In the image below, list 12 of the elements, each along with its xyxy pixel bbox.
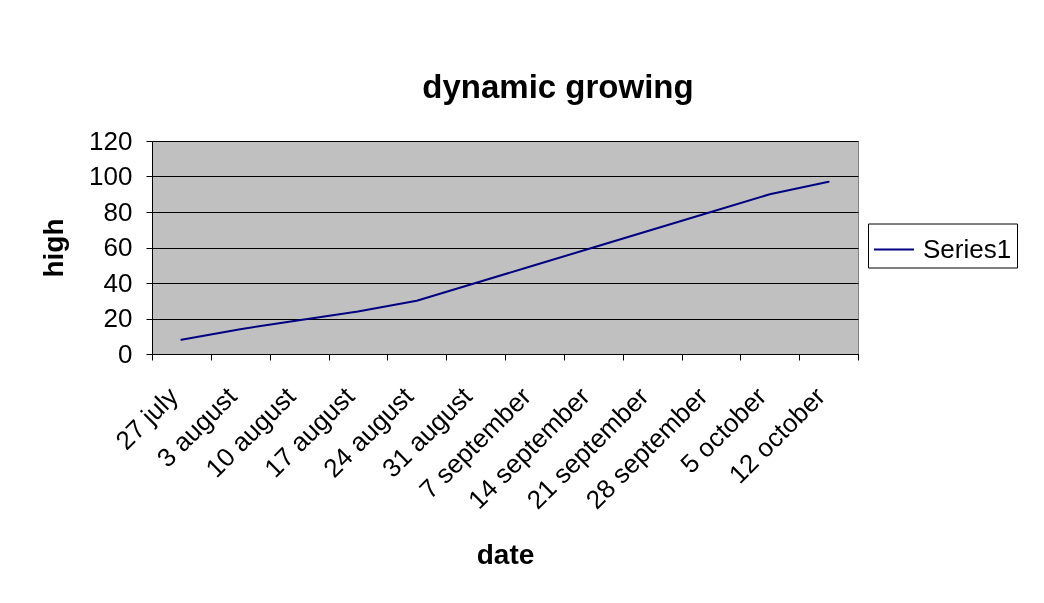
line-series	[180, 180, 830, 341]
y-tick-label: 120	[89, 125, 133, 156]
legend-label: Series1	[923, 233, 1012, 264]
y-tick-label: 0	[118, 338, 133, 369]
y-tick-label: 100	[89, 161, 133, 191]
y-axis-title: high	[38, 218, 70, 278]
y-tick-label: 80	[103, 196, 133, 227]
x-axis-title: date	[476, 539, 535, 571]
y-tick-label: 60	[103, 232, 133, 262]
y-tick-label: 20	[103, 303, 133, 333]
chart-title: dynamic growing	[422, 68, 694, 105]
y-tick-label: 40	[103, 267, 133, 298]
